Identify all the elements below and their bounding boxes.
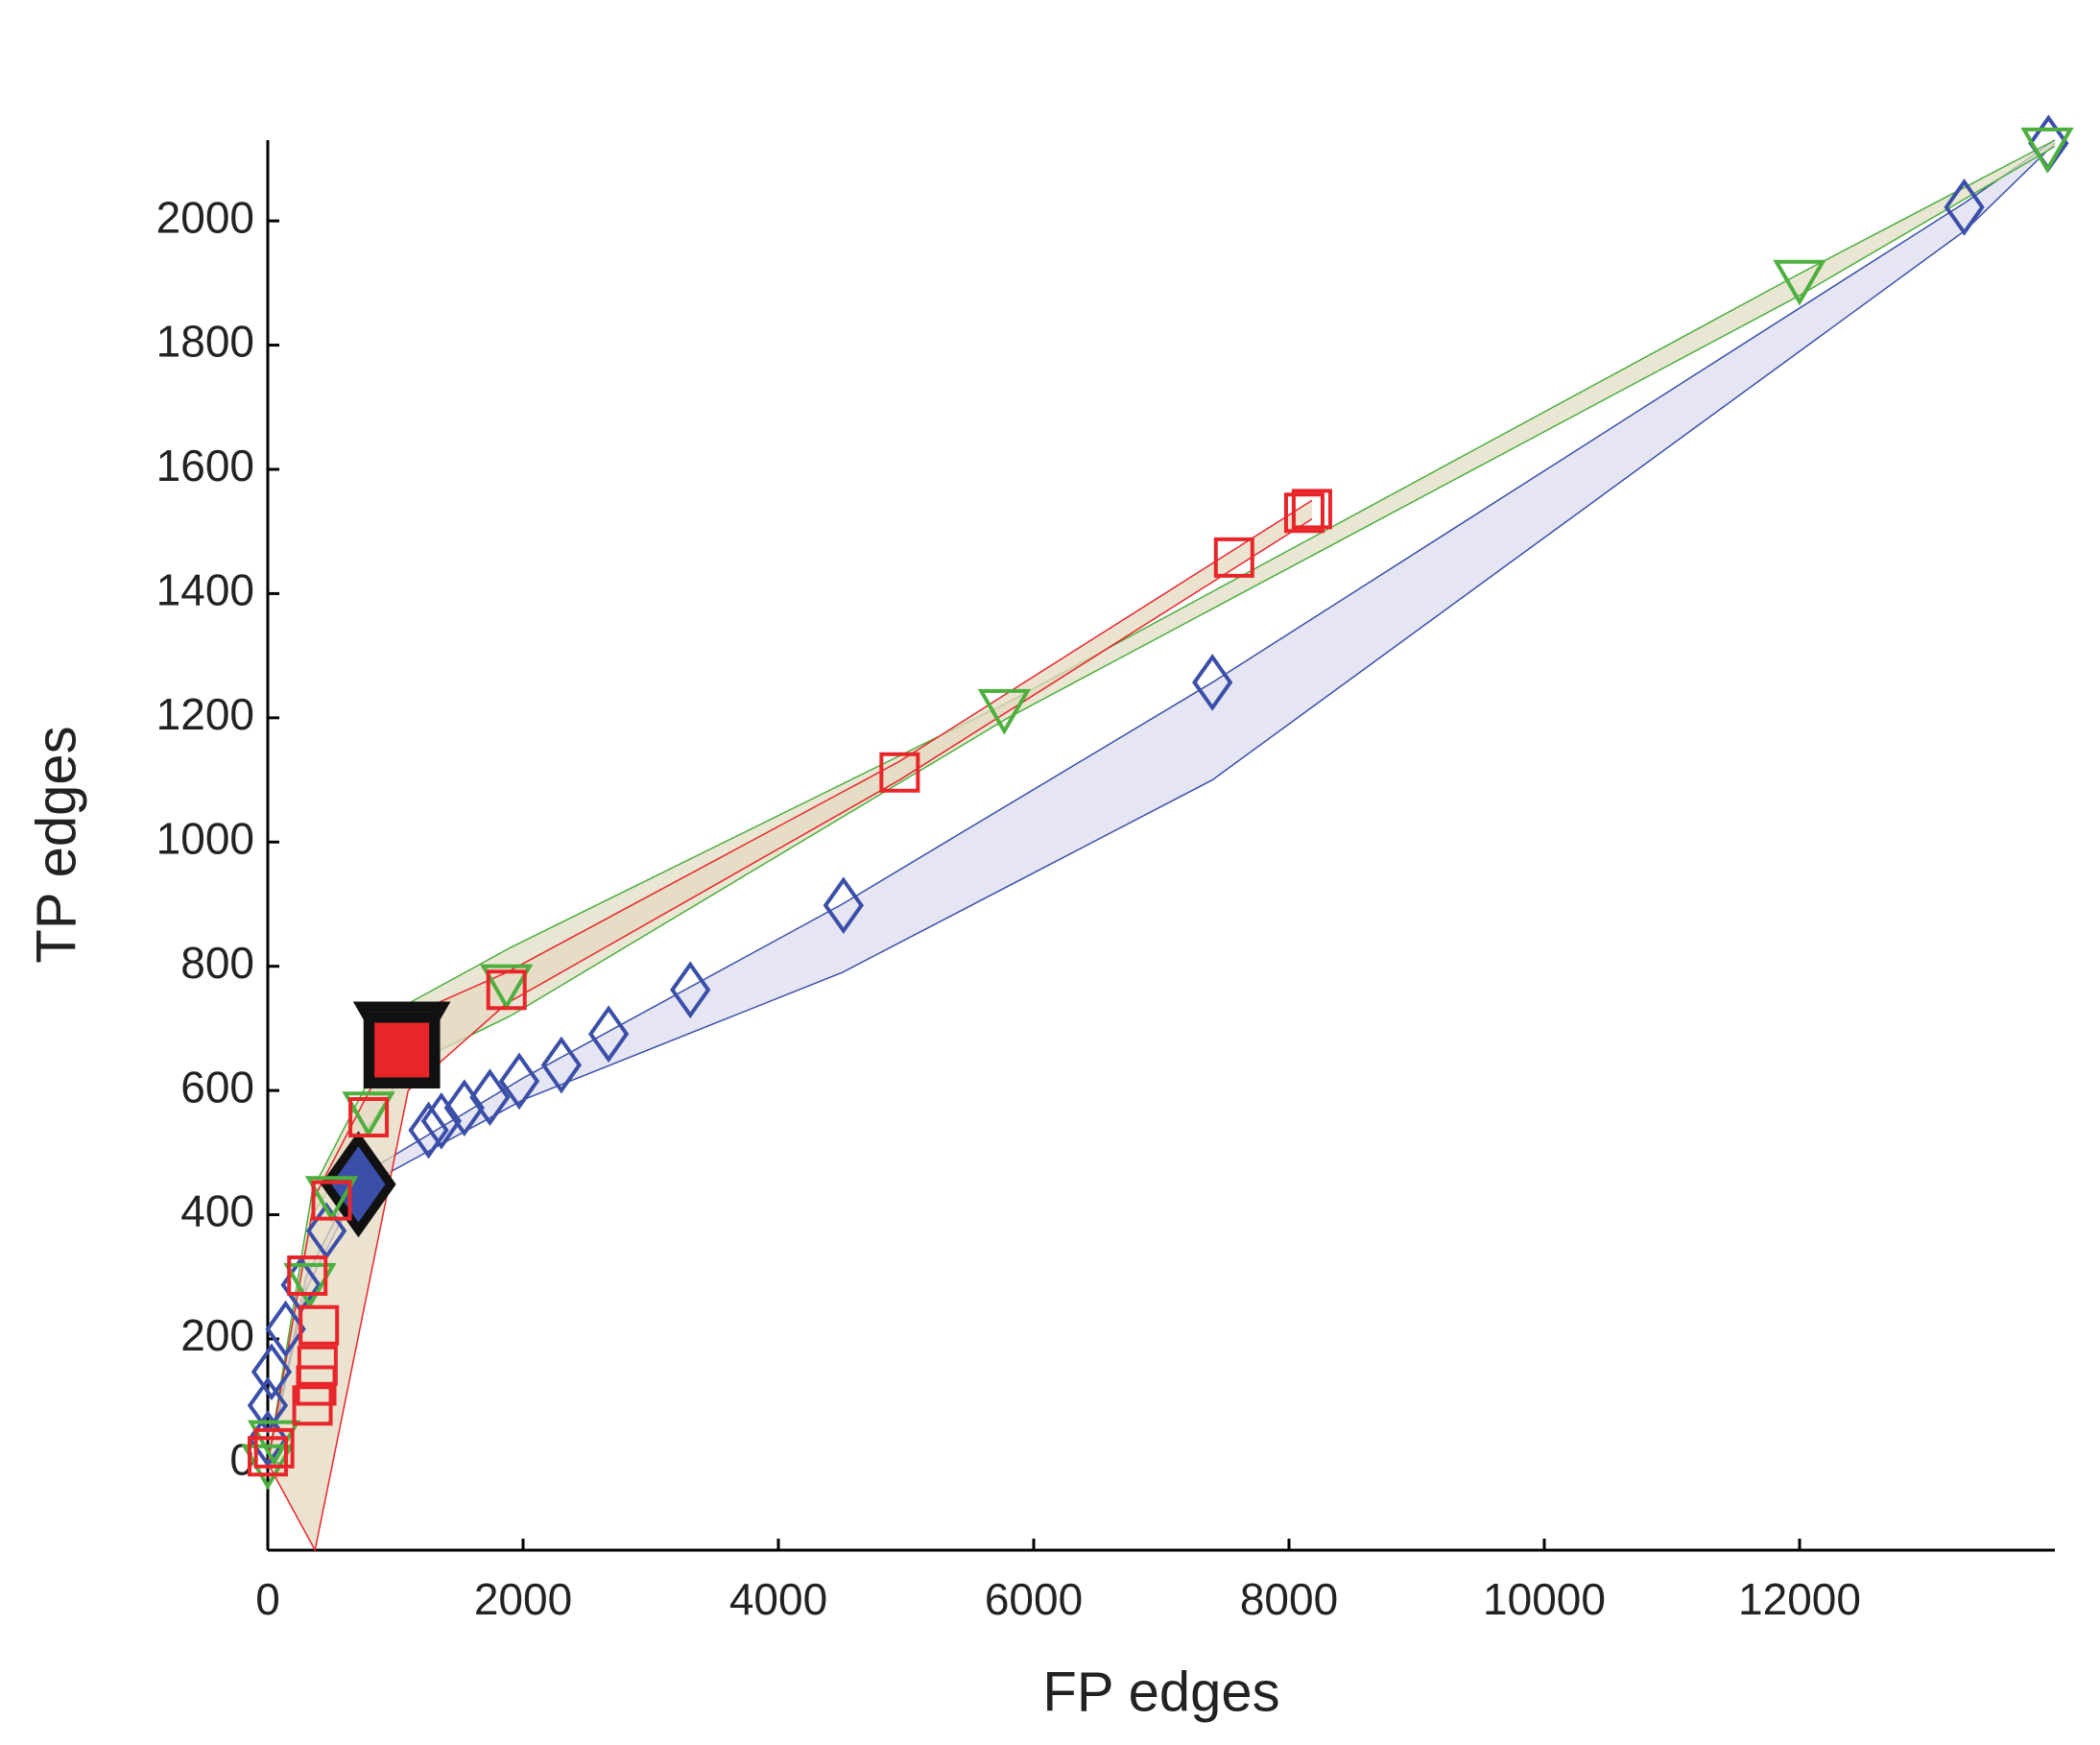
- marker: [2020, 127, 2074, 174]
- y-tick-label: 200: [180, 1310, 254, 1360]
- y-tick-label: 1600: [156, 441, 254, 490]
- x-axis-label: FP edges: [1042, 1661, 1279, 1723]
- marker: [287, 1255, 328, 1296]
- marker: [670, 961, 711, 1019]
- marker: [1192, 654, 1233, 711]
- marker: [348, 1096, 390, 1137]
- marker: [408, 1101, 449, 1159]
- marker: [1291, 489, 1332, 530]
- y-tick-label: 2000: [156, 192, 254, 242]
- marker: [304, 1176, 359, 1223]
- x-tick-label: 6000: [985, 1574, 1083, 1624]
- marker: [1213, 537, 1254, 578]
- x-tick-label: 0: [255, 1574, 280, 1624]
- x-tick-label: 12000: [1738, 1574, 1861, 1624]
- band-fill: [268, 500, 1312, 1550]
- marker: [823, 876, 864, 935]
- marker: [296, 1365, 337, 1406]
- highlight-marker: [374, 1022, 430, 1078]
- marker: [420, 1091, 463, 1150]
- marker: [587, 1005, 630, 1064]
- marker: [265, 1300, 306, 1358]
- y-axis-label: TP edges: [25, 726, 87, 963]
- x-tick-label: 8000: [1240, 1574, 1338, 1624]
- y-tick-label: 1200: [156, 689, 254, 739]
- marker: [540, 1036, 583, 1094]
- marker: [879, 752, 920, 793]
- marker: [283, 1262, 337, 1309]
- marker: [443, 1079, 485, 1137]
- y-tick-label: 400: [180, 1186, 254, 1236]
- marker: [498, 1052, 540, 1111]
- marker: [311, 1180, 352, 1221]
- x-tick-label: 2000: [474, 1574, 572, 1624]
- marker: [1773, 259, 1826, 306]
- x-tick-label: 10000: [1483, 1574, 1606, 1624]
- marker: [253, 1427, 295, 1469]
- marker: [1283, 492, 1324, 534]
- marker: [298, 1304, 340, 1346]
- marker: [342, 1091, 395, 1138]
- marker: [469, 1068, 511, 1127]
- marker: [1944, 179, 1985, 236]
- y-tick-label: 1000: [156, 813, 254, 863]
- y-tick-label: 600: [180, 1062, 254, 1112]
- marker: [486, 969, 527, 1011]
- y-tick-label: 1400: [156, 565, 254, 615]
- band-fill: [268, 140, 2055, 1464]
- marker: [292, 1385, 333, 1426]
- y-tick-label: 1800: [156, 317, 254, 367]
- band-lower: [267, 518, 1313, 1553]
- marker: [977, 688, 1032, 735]
- marker: [480, 964, 534, 1011]
- band-upper: [267, 499, 1313, 1464]
- y-tick-label: 800: [180, 938, 254, 988]
- x-tick-label: 4000: [729, 1574, 827, 1624]
- marker: [251, 1343, 293, 1401]
- marker: [248, 1436, 288, 1477]
- highlight-marker: [331, 1146, 386, 1223]
